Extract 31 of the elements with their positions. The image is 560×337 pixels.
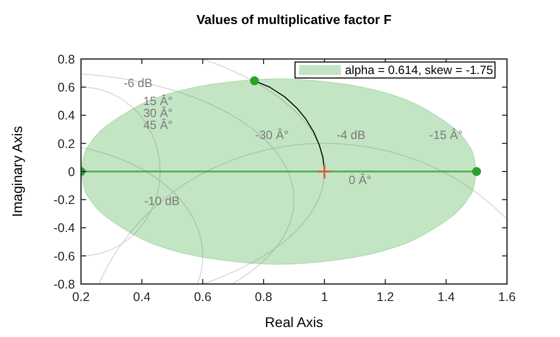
y-axis-title: Imaginary Axis	[9, 126, 25, 218]
x-tick-label: 1.6	[498, 290, 516, 304]
legend-label: alpha = 0.614, skew = -1.75	[345, 63, 494, 78]
y-tick-label: 0.4	[58, 108, 76, 123]
annotation: -10 dB	[144, 194, 180, 208]
y-tick-label: -0.2	[53, 193, 76, 207]
x-tick-label: 0.8	[254, 290, 272, 304]
chart-title: Values of multiplicative factor F	[196, 12, 392, 27]
annotation: -15 Â°	[429, 128, 463, 142]
annotation: 15 Â°	[143, 94, 173, 108]
annotation: -30 Â°	[255, 128, 289, 142]
x-tick-label: 1.4	[437, 290, 455, 304]
annotation: -4 dB	[336, 128, 366, 142]
x-axis-title: Real Axis	[264, 314, 324, 330]
y-tick-label: -0.4	[53, 221, 76, 236]
y-tick-label: 0	[68, 164, 76, 179]
annotation: 45 Â°	[143, 118, 173, 132]
x-tick-label: 0.4	[133, 290, 151, 304]
y-tick-label: 0.2	[58, 136, 76, 151]
x-tick-label: 1.2	[376, 290, 394, 304]
x-tick-label: 1	[320, 290, 328, 304]
annotation: 0 Â°	[348, 173, 372, 188]
annotation: -6 dB	[124, 76, 152, 90]
x-tick-label: 0.2	[72, 290, 90, 304]
y-tick-label: 0.6	[58, 80, 76, 94]
x-tick-label: 0.6	[194, 290, 212, 304]
y-tick-label: 0.8	[58, 52, 76, 66]
y-tick-label: -0.8	[53, 277, 76, 292]
annotation: 30 Â°	[143, 106, 173, 120]
y-tick-label: -0.6	[53, 249, 76, 264]
legend: alpha = 0.614, skew = -1.75	[294, 62, 496, 78]
